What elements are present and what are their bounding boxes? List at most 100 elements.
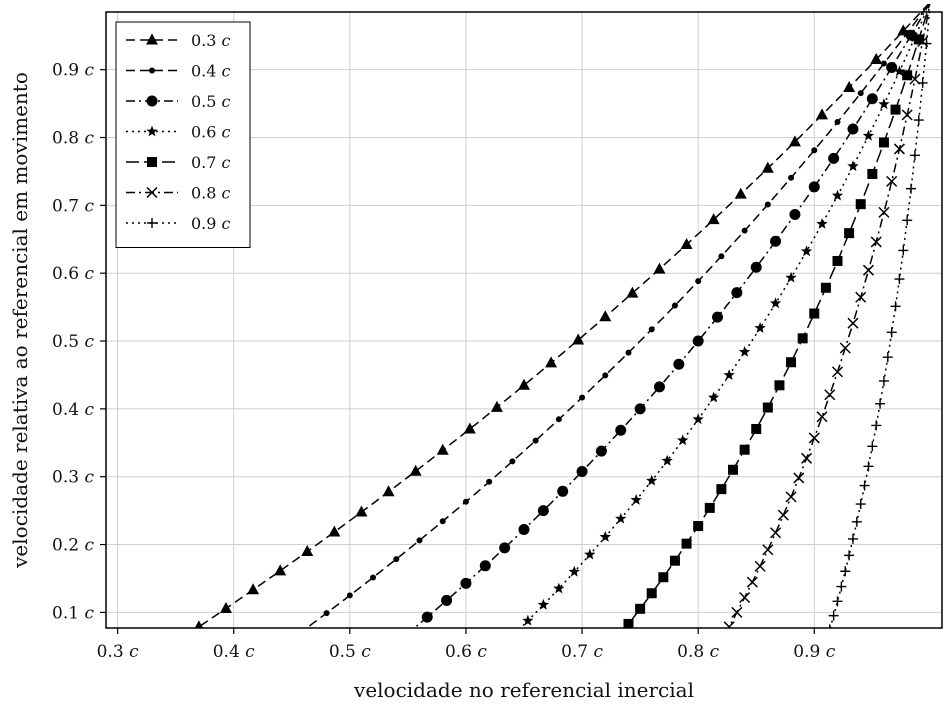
- series-5: [623, 4, 931, 628]
- data-point: [816, 218, 828, 229]
- plot-area-frame: [105, 11, 943, 629]
- data-point: [754, 322, 766, 333]
- legend-label: 0.5 c: [191, 92, 231, 111]
- series-line: [305, 4, 930, 628]
- data-point: [902, 70, 913, 81]
- data-point: [761, 161, 774, 173]
- data-point: [555, 416, 562, 423]
- data-point: [323, 610, 330, 617]
- data-point: [646, 588, 657, 599]
- data-point: [840, 566, 851, 577]
- data-point: [680, 238, 693, 250]
- data-point: [871, 420, 882, 431]
- data-point: [677, 434, 689, 446]
- data-point: [844, 550, 855, 561]
- data-point: [913, 34, 924, 45]
- y-tick-label: 0.3 c: [52, 468, 94, 488]
- data-point: [789, 208, 801, 220]
- data-point: [855, 291, 867, 303]
- legend-entry: 0.5 c: [126, 92, 231, 111]
- data-point: [328, 525, 341, 537]
- data-point: [545, 356, 558, 368]
- legend-value: 0.7: [191, 153, 222, 172]
- y-tick-unit: c: [84, 400, 94, 420]
- data-point: [441, 594, 453, 606]
- legend-value: 0.8: [191, 184, 222, 203]
- data-point: [734, 187, 747, 199]
- data-point: [146, 125, 158, 137]
- x-tick-unit: c: [710, 642, 720, 662]
- data-point: [880, 60, 887, 67]
- data-point: [785, 491, 797, 503]
- data-point: [788, 174, 795, 181]
- series-6: [723, 4, 931, 628]
- x-tick-value: 0.9: [793, 642, 825, 662]
- legend-unit: c: [222, 31, 231, 50]
- data-point: [863, 461, 874, 472]
- data-point: [626, 286, 639, 298]
- data-point: [695, 278, 702, 285]
- data-point: [147, 218, 157, 228]
- data-point: [634, 403, 646, 415]
- data-point: [460, 577, 472, 589]
- y-tick-label: 0.2 c: [52, 536, 94, 556]
- legend-value: 0.3: [191, 31, 222, 50]
- data-point: [800, 245, 813, 257]
- data-point: [219, 601, 232, 613]
- data-point: [707, 391, 720, 403]
- data-point: [847, 123, 859, 135]
- y-tick-value: 0.7: [52, 196, 84, 216]
- data-point: [579, 394, 586, 401]
- data-point: [829, 624, 831, 628]
- x-tick-unit: c: [129, 642, 139, 662]
- data-point: [893, 143, 905, 155]
- legend-entry: 0.9 c: [126, 214, 231, 233]
- y-tick-label: 0.8 c: [52, 129, 94, 149]
- data-point: [669, 555, 680, 566]
- data-point: [878, 375, 889, 386]
- data-point: [820, 282, 831, 293]
- data-point: [576, 465, 588, 477]
- y-tick-unit: c: [84, 129, 94, 149]
- data-point: [723, 621, 735, 628]
- data-point: [855, 499, 866, 510]
- data-point: [832, 596, 843, 607]
- series-1: [194, 4, 930, 628]
- data-point: [785, 271, 797, 283]
- data-point: [499, 542, 511, 554]
- legend-label: 0.9 c: [191, 214, 231, 233]
- legend-entry: 0.6 c: [126, 123, 231, 142]
- y-tick-unit: c: [84, 536, 94, 556]
- x-tick-unit: c: [245, 642, 255, 662]
- x-tick-label: 0.4 c: [213, 642, 255, 662]
- data-point: [867, 168, 878, 179]
- data-point: [769, 297, 782, 309]
- y-tick-value: 0.2: [52, 536, 84, 556]
- data-point: [615, 424, 627, 436]
- data-point: [828, 152, 840, 164]
- data-point: [831, 366, 844, 378]
- data-point: [346, 592, 353, 599]
- data-point: [870, 52, 883, 64]
- data-point: [393, 556, 400, 563]
- series-layer: [194, 4, 932, 628]
- x-tick-unit: c: [826, 642, 836, 662]
- data-point: [762, 402, 773, 413]
- data-point: [901, 109, 913, 121]
- data-point: [894, 274, 905, 285]
- data-point: [731, 606, 743, 618]
- data-point: [859, 480, 870, 491]
- data-point: [731, 287, 743, 299]
- data-point: [653, 262, 666, 274]
- data-point: [532, 437, 539, 444]
- data-point: [147, 157, 157, 167]
- data-point: [436, 443, 449, 455]
- legend-entry: 0.7 c: [126, 153, 231, 172]
- data-point: [247, 583, 260, 595]
- data-point: [518, 378, 530, 390]
- legend-label: 0.7 c: [191, 153, 231, 172]
- y-tick-unit: c: [84, 61, 94, 81]
- legend-unit: c: [222, 153, 231, 172]
- data-point: [486, 478, 493, 485]
- y-tick-label: 0.7 c: [52, 196, 94, 216]
